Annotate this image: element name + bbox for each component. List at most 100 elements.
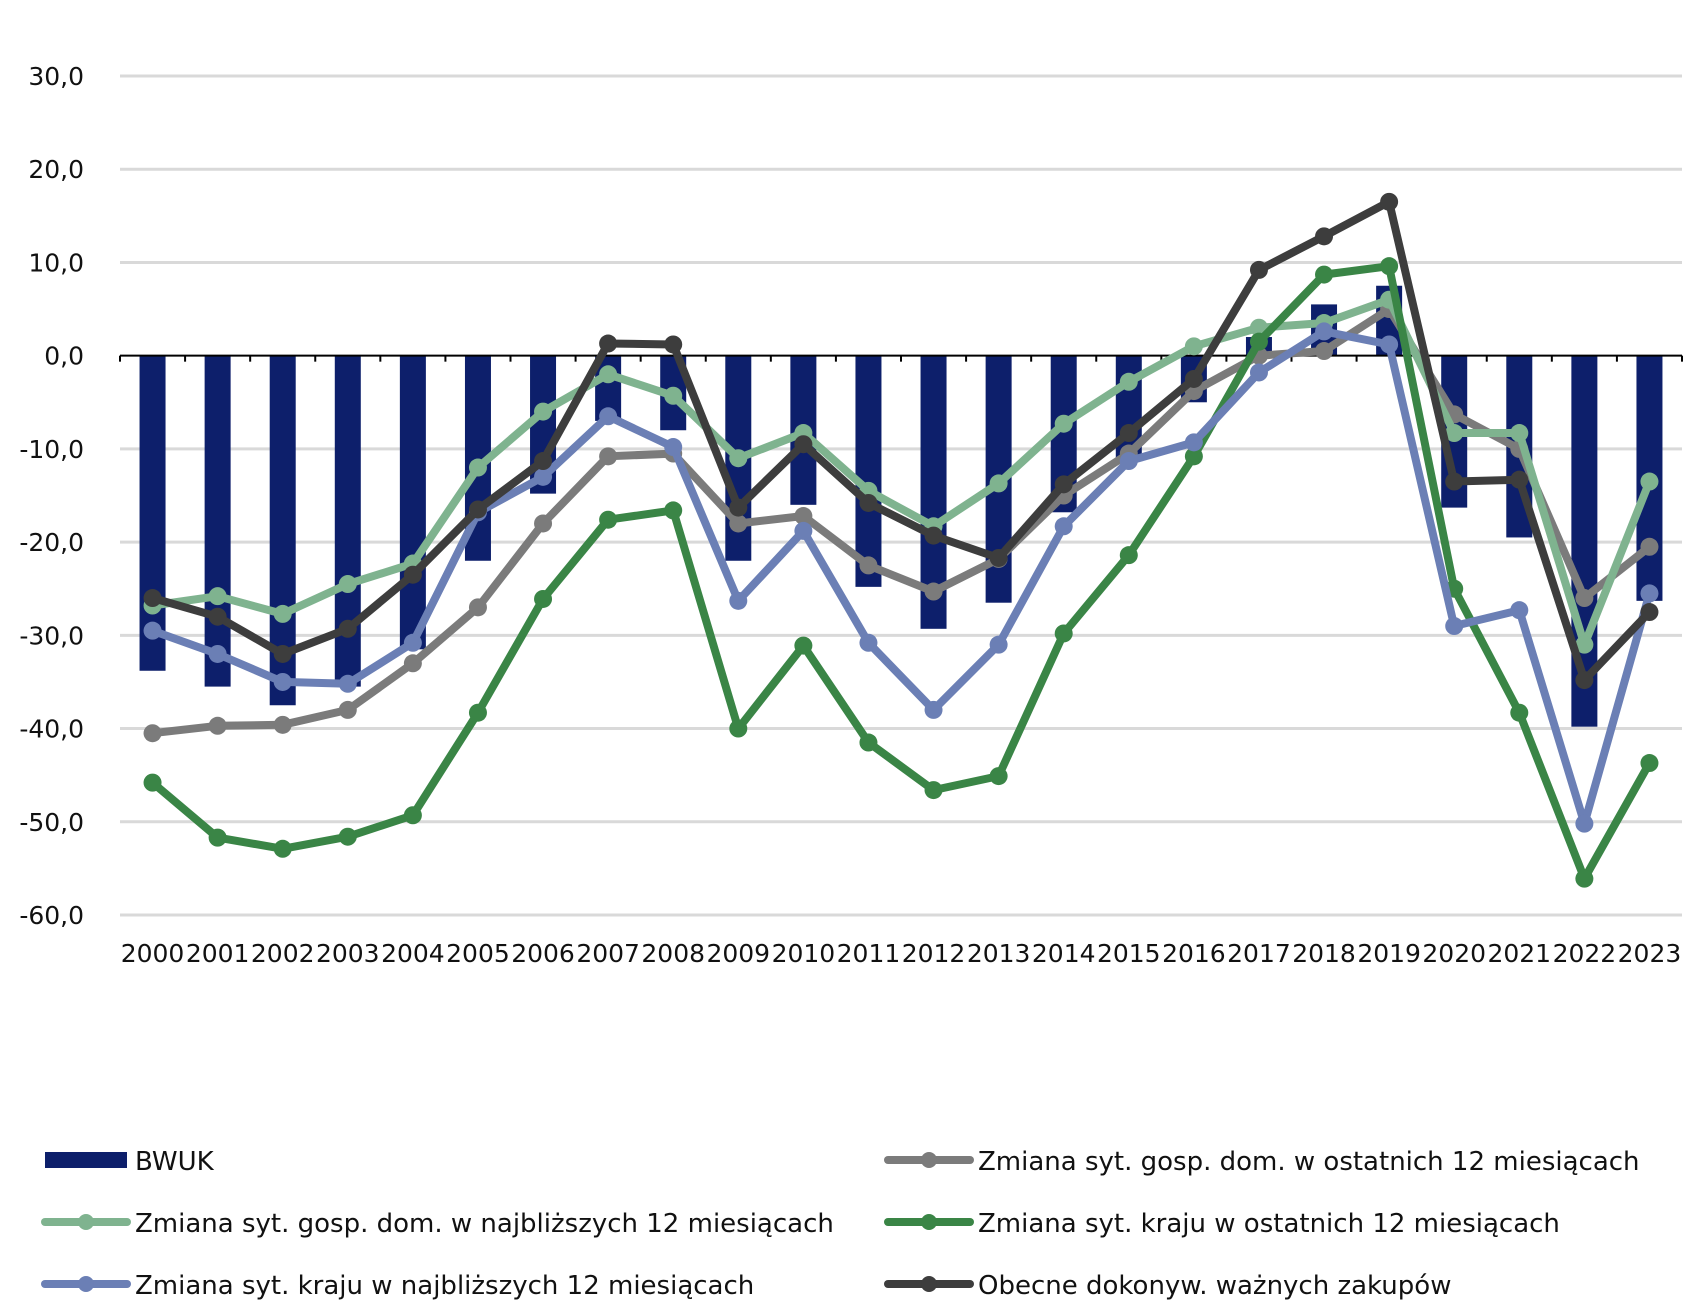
x-tick-label: 2018 [1292,939,1356,968]
data-point [1575,671,1594,690]
data-point [924,781,943,800]
data-point [338,575,357,594]
data-point [859,493,878,512]
data-point [1510,424,1529,443]
x-tick-label: 2016 [1162,939,1226,968]
legend-item: Zmiana syt. gosp. dom. w najbliższych 12… [41,1209,834,1239]
data-point [989,635,1008,654]
data-point [534,514,553,533]
data-point [1445,472,1464,491]
data-point [1445,424,1464,443]
data-point [924,582,943,601]
bar-bwuk [204,355,231,687]
data-point [338,619,357,638]
data-point [1640,472,1659,491]
data-point [468,500,487,519]
data-point [143,589,162,608]
data-point [273,672,292,691]
data-point [989,548,1008,567]
data-point [1380,257,1399,276]
data-point [534,467,553,486]
series-path [148,262,1654,883]
x-tick-label: 2007 [576,939,640,968]
data-point [729,449,748,468]
data-point [1380,335,1399,354]
data-point [1054,414,1073,433]
data-point [599,447,618,466]
data-point [143,724,162,743]
data-point [1640,584,1659,603]
legend: BWUK Zmiana syt. gosp. dom. w ostatnich 1… [41,1147,1640,1301]
legend-item: Zmiana syt. kraju w najbliższych 12 mies… [41,1271,754,1301]
data-point [1640,603,1659,622]
data-point [859,633,878,652]
x-tick-label: 2009 [706,939,770,968]
data-point [208,587,227,606]
data-point [794,636,813,655]
x-tick-label: 2023 [1618,939,1682,968]
data-point [794,507,813,526]
x-tick-label: 2005 [446,939,510,968]
y-tick-label: -30,0 [19,621,84,650]
data-point [1184,337,1203,356]
data-point [1315,342,1334,361]
data-point [1510,601,1529,620]
x-tick-label: 2013 [967,939,1031,968]
data-point [729,498,748,517]
data-point [273,604,292,623]
x-tick-label: 2017 [1227,939,1291,968]
legend-swatch-marker [78,1214,94,1230]
x-tick-label: 2008 [641,939,705,968]
legend-item: Zmiana syt. kraju w ostatnich 12 miesiąc… [884,1209,1560,1239]
data-point [1510,470,1529,489]
legend-label: Zmiana syt. kraju w ostatnich 12 miesiąc… [978,1209,1560,1239]
y-tick-label: -60,0 [19,901,84,930]
data-point [1184,447,1203,466]
data-point [664,386,683,405]
data-point [1575,589,1594,608]
data-point [338,827,357,846]
legend-label: Zmiana syt. kraju w najbliższych 12 mies… [135,1271,754,1301]
data-point [664,501,683,520]
data-point [1575,814,1594,833]
legend-swatch-marker [921,1152,937,1168]
x-tick-label: 2022 [1553,939,1617,968]
data-point [143,773,162,792]
data-point [1119,546,1138,565]
x-tick-label: 2014 [1032,939,1096,968]
x-tick-label: 2004 [381,939,445,968]
data-point [1575,869,1594,888]
data-point [794,435,813,454]
data-point [1119,424,1138,443]
data-point [1640,754,1659,773]
series-line [143,192,1659,690]
legend-label: BWUK [135,1147,215,1177]
x-tick-label: 2002 [251,939,315,968]
data-point [534,589,553,608]
data-point [1315,322,1334,341]
data-point [989,474,1008,493]
bar-bwuk [139,355,166,671]
x-tick-label: 2019 [1357,939,1421,968]
data-point [273,715,292,734]
x-tick-label: 2006 [511,939,575,968]
bar-bwuk [855,355,882,587]
data-point [208,716,227,735]
data-point [859,733,878,752]
x-tick-label: 2015 [1097,939,1161,968]
data-point [729,514,748,533]
legend-label: Obecne dokonyw. ważnych zakupów [978,1271,1451,1301]
data-point [1510,703,1529,722]
data-point [1380,192,1399,211]
data-point [664,438,683,457]
legend-item: BWUK [45,1147,215,1177]
x-tick-label: 2000 [121,939,185,968]
x-tick-label: 2012 [902,939,966,968]
data-point [729,719,748,738]
legend-item: Obecne dokonyw. ważnych zakupów [884,1271,1451,1301]
data-point [924,526,943,545]
data-point [794,521,813,540]
y-tick-label: -40,0 [19,715,84,744]
gridlines [120,74,1682,917]
data-point [468,598,487,617]
